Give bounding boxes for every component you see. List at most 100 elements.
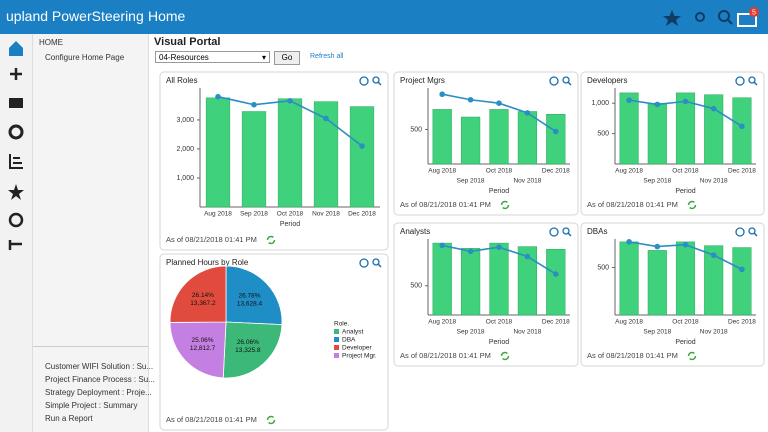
portal-title: Visual Portal: [154, 36, 221, 48]
info-icon[interactable]: [549, 227, 559, 237]
x-tick-label: Sep 2018: [457, 178, 485, 185]
slice-percent: 26.78%: [238, 292, 260, 299]
recent-item[interactable]: Strategy Deployment : Proje...: [45, 388, 152, 397]
sidebar: HOME Configure Home Page Customer WIFI S…: [33, 34, 155, 432]
line-marker: [553, 128, 559, 135]
go-button[interactable]: Go: [274, 51, 300, 65]
sidebar-link[interactable]: Configure Home Page: [45, 53, 125, 62]
x-tick-label: Nov 2018: [513, 178, 541, 185]
info-icon[interactable]: [735, 227, 745, 237]
x-axis-label: Period: [489, 339, 509, 346]
refresh-icon[interactable]: [266, 235, 276, 245]
pie-slice: [169, 265, 227, 323]
recent-item[interactable]: Run a Report: [45, 414, 93, 423]
ideas-icon[interactable]: [695, 12, 705, 22]
zoom-icon[interactable]: [562, 76, 570, 84]
star-icon[interactable]: [8, 184, 24, 200]
badge: [749, 7, 759, 17]
x-tick-label: Sep 2018: [240, 211, 268, 218]
info-icon[interactable]: [549, 76, 559, 86]
header: upland PowerSteering Home 5: [0, 0, 768, 34]
x-tick-label: Aug 2018: [204, 211, 232, 218]
refresh-icon[interactable]: [266, 415, 276, 425]
info-icon[interactable]: [735, 76, 745, 86]
inbox-icon[interactable]: [737, 13, 757, 27]
refresh-icon[interactable]: [687, 351, 697, 361]
bar: [647, 250, 667, 316]
line-marker: [496, 244, 502, 250]
portal-select[interactable]: 04-Resources ▾: [155, 51, 270, 63]
x-tick-label: Aug 2018: [615, 319, 643, 326]
recent-item[interactable]: Customer WIFI Solution : Su...: [45, 362, 154, 371]
header-icons: 5: [663, 7, 759, 27]
favorites-icon[interactable]: [663, 10, 681, 26]
zoom-icon[interactable]: [562, 227, 570, 235]
line-marker: [654, 101, 661, 108]
recent-item[interactable]: Simple Project : Summary: [45, 401, 138, 410]
bar: [647, 102, 667, 165]
slice-hours: 13,628.4: [237, 300, 263, 307]
legend-title: Role.: [334, 321, 349, 328]
zoom-handle: [567, 81, 572, 86]
line-marker: [654, 243, 661, 250]
bar: [489, 109, 509, 165]
footer: As of 08/21/2018 01:41 PM: [166, 235, 257, 244]
line-marker: [739, 123, 745, 130]
x-tick-label: Oct 2018: [672, 168, 699, 175]
bar: [517, 246, 538, 316]
x-tick-label: Nov 2018: [700, 329, 728, 336]
add-icon[interactable]: [10, 68, 22, 80]
line-marker: [682, 98, 689, 105]
zoom-icon[interactable]: [372, 76, 380, 84]
info-icon[interactable]: [359, 76, 369, 86]
bar: [704, 245, 724, 316]
x-tick-label: Dec 2018: [348, 211, 376, 218]
x-tick-label: Aug 2018: [428, 168, 456, 175]
refresh-link[interactable]: Refresh all: [310, 53, 344, 60]
sidebar-title: HOME: [39, 38, 63, 47]
recent-item[interactable]: Project Finance Process : Su...: [45, 375, 155, 384]
settings-icon[interactable]: [8, 124, 24, 140]
line-marker: [467, 96, 474, 103]
bar: [205, 97, 231, 208]
line-marker: [439, 242, 446, 249]
zoom-icon[interactable]: [748, 76, 756, 84]
home-icon[interactable]: [9, 41, 23, 56]
zoom-handle: [753, 232, 758, 237]
x-tick-label: Dec 2018: [728, 319, 756, 326]
zoom-handle: [377, 81, 382, 86]
bar: [517, 111, 538, 165]
bar: [546, 248, 566, 316]
legend-label: Analyst: [342, 329, 364, 336]
slice-percent: 26.06%: [237, 339, 259, 346]
x-tick-label: Oct 2018: [486, 168, 513, 175]
refresh-icon[interactable]: [500, 351, 510, 361]
select-value: 04-Resources: [159, 53, 209, 62]
history-icon[interactable]: [8, 212, 24, 228]
legend-label: DBA: [342, 337, 356, 344]
brand[interactable]: upland PowerSteering: [6, 8, 144, 24]
search-icon[interactable]: [718, 10, 730, 22]
bar: [546, 114, 566, 165]
bar: [432, 109, 452, 165]
line-marker: [626, 97, 632, 103]
line-marker: [323, 115, 329, 122]
zoom-icon[interactable]: [748, 227, 756, 235]
refresh-icon[interactable]: [687, 200, 697, 210]
slice-hours: 12,812.7: [190, 345, 216, 352]
zoom-icon[interactable]: [372, 258, 380, 266]
info-icon[interactable]: [359, 258, 369, 268]
report-icon[interactable]: [8, 240, 22, 250]
bar: [241, 111, 267, 208]
pie-slice: [225, 265, 283, 326]
tree-icon[interactable]: [9, 154, 23, 169]
work-icon[interactable]: [9, 98, 23, 108]
panel-title: DBAs: [587, 227, 607, 236]
bar: [732, 97, 752, 165]
bar: [277, 98, 303, 208]
refresh-icon[interactable]: [500, 200, 510, 210]
x-tick-label: Dec 2018: [728, 168, 756, 175]
line-marker: [710, 252, 717, 258]
